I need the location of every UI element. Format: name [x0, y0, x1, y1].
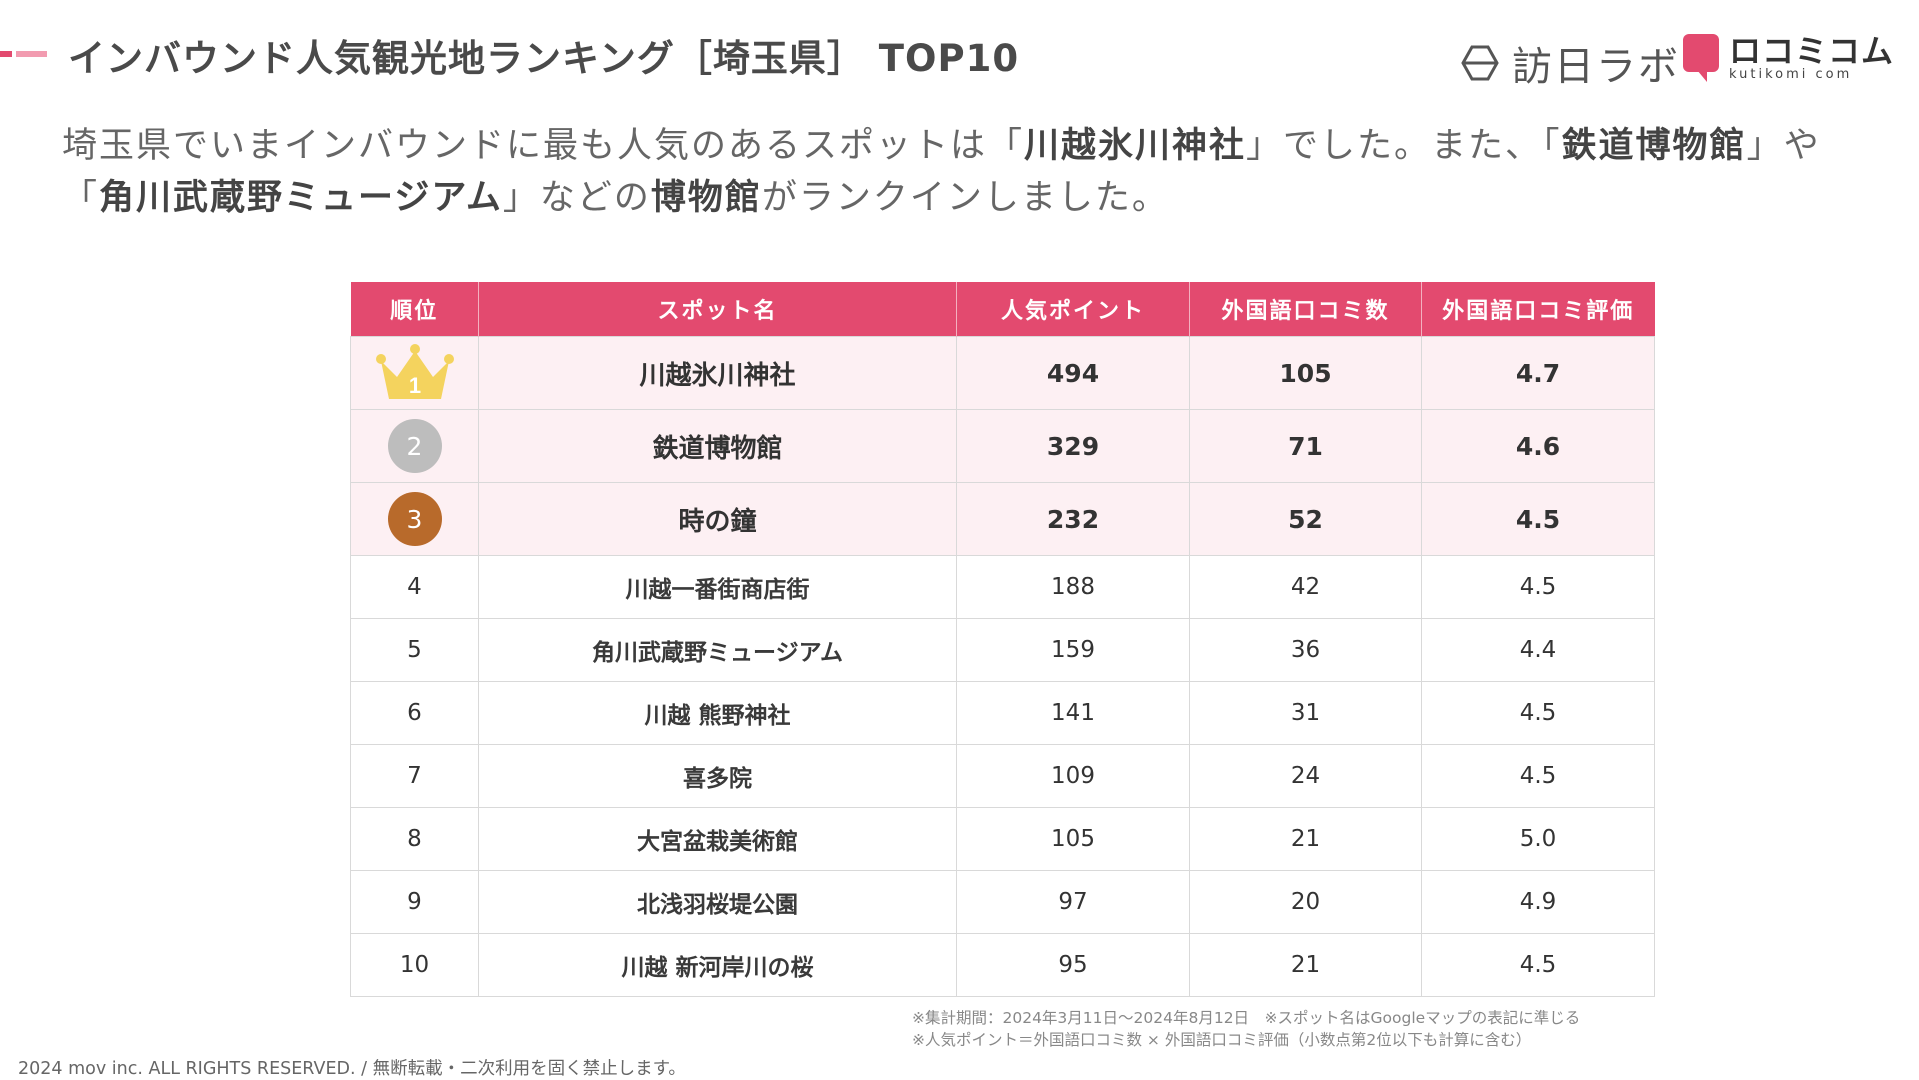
table-row: 6 川越 熊野神社 141 31 4.5 [350, 681, 1655, 745]
table-row: 5 角川武蔵野ミュージアム 159 36 4.4 [350, 618, 1655, 682]
table-row: 8 大宮盆栽美術館 105 21 5.0 [350, 807, 1655, 871]
rating-cell: 4.5 [1421, 482, 1655, 556]
spot-name-cell: 川越氷川神社 [478, 336, 957, 410]
reviews-cell: 21 [1189, 933, 1422, 997]
reviews-cell: 42 [1189, 555, 1422, 619]
table-row: 1 川越氷川神社 494 105 4.7 [350, 336, 1655, 410]
summary-segment: がランクインしました。 [761, 178, 1169, 218]
summary-highlight: 角川武蔵野ミュージアム [99, 178, 503, 218]
column-header: 順位 [350, 282, 479, 337]
accent-segment [0, 51, 12, 57]
spot-name-cell: 鉄道博物館 [478, 409, 957, 483]
rating-cell: 4.6 [1421, 409, 1655, 483]
rating-cell: 4.5 [1421, 681, 1655, 745]
spot-name-cell: 川越 新河岸川の桜 [478, 933, 957, 997]
points-cell: 97 [956, 870, 1190, 934]
summary-segment: 埼玉県でいまインバウンドに最も人気のあるスポットは「 [62, 126, 1025, 166]
spot-name-cell: 北浅羽桜堤公園 [478, 870, 957, 934]
reviews-cell: 31 [1189, 681, 1422, 745]
bronze-medal-badge: 3 [387, 492, 442, 546]
footnotes: ※集計期間：2024年3月11日〜2024年8月12日 ※スポット名はGoogl… [912, 1007, 1580, 1051]
points-cell: 494 [956, 336, 1190, 410]
rating-cell: 4.5 [1421, 933, 1655, 997]
column-header: スポット名 [478, 282, 957, 337]
rank-cell: 5 [350, 618, 479, 682]
rank-cell: 10 [350, 933, 479, 997]
footnote-line: ※人気ポイント＝外国語口コミ数 × 外国語口コミ評価（小数点第2位以下も計算に含… [912, 1031, 1532, 1049]
summary-segment: 」や「 [62, 126, 1821, 218]
accent-segment [16, 51, 47, 57]
rank-cell: 4 [350, 555, 479, 619]
rating-cell: 4.7 [1421, 336, 1655, 410]
reviews-cell: 24 [1189, 744, 1422, 808]
rating-cell: 4.5 [1421, 555, 1655, 619]
speech-bubble-icon [1683, 34, 1719, 82]
points-cell: 105 [956, 807, 1190, 871]
spot-name-cell: 角川武蔵野ミュージアム [478, 618, 957, 682]
points-cell: 232 [956, 482, 1190, 556]
table-row: 7 喜多院 109 24 4.5 [350, 744, 1655, 808]
points-cell: 95 [956, 933, 1190, 997]
ranking-table: 順位 スポット名 人気ポイント 外国語口コミ数 外国語口コミ評価 1 [350, 282, 1655, 997]
rank-cell: 1 [350, 336, 479, 410]
houjin-lab-logo-text: 訪日ラボ [1512, 44, 1680, 90]
rank-cell: 3 [350, 482, 479, 556]
table-header-row: 順位 スポット名 人気ポイント 外国語口コミ数 外国語口コミ評価 [350, 282, 1655, 337]
rank-cell: 9 [350, 870, 479, 934]
spot-name-cell: 大宮盆栽美術館 [478, 807, 957, 871]
table-row: 3 時の鐘 232 52 4.5 [350, 482, 1655, 556]
kuchikomi-logo-subtext: kutikomi com [1729, 67, 1853, 82]
points-cell: 188 [956, 555, 1190, 619]
kuchikomi-logo-text: ロコミコム [1729, 32, 1895, 70]
reviews-cell: 52 [1189, 482, 1422, 556]
spot-name-cell: 喜多院 [478, 744, 957, 808]
table-row: 10 川越 新河岸川の桜 95 21 4.5 [350, 933, 1655, 997]
points-cell: 141 [956, 681, 1190, 745]
rating-cell: 4.9 [1421, 870, 1655, 934]
gold-crown-icon: 1 [375, 344, 454, 399]
reviews-cell: 36 [1189, 618, 1422, 682]
table-row: 4 川越一番街商店街 188 42 4.5 [350, 555, 1655, 619]
houjin-lab-logo: 訪日ラボ [1460, 34, 1680, 92]
reviews-cell: 21 [1189, 807, 1422, 871]
summary-segment: 」でした。また、「 [1246, 126, 1562, 166]
table-row: 9 北浅羽桜堤公園 97 20 4.9 [350, 870, 1655, 934]
hexagon-logo-icon [1461, 45, 1499, 81]
table-row: 2 鉄道博物館 329 71 4.6 [350, 409, 1655, 483]
rank-number: 1 [408, 373, 420, 398]
spot-name-cell: 川越 熊野神社 [478, 681, 957, 745]
rank-cell: 2 [350, 409, 479, 483]
summary-highlight: 博物館 [650, 178, 762, 218]
spot-name-cell: 川越一番街商店街 [478, 555, 957, 619]
rating-cell: 4.4 [1421, 618, 1655, 682]
silver-medal-badge: 2 [387, 419, 442, 473]
footnote-line: ※集計期間：2024年3月11日〜2024年8月12日 ※スポット名はGoogl… [912, 1009, 1581, 1027]
rank-cell: 8 [350, 807, 479, 871]
points-cell: 159 [956, 618, 1190, 682]
summary-text: 埼玉県でいまインバウンドに最も人気のあるスポットは「川越氷川神社」でした。また、… [62, 120, 1882, 224]
column-header: 外国語口コミ評価 [1421, 282, 1655, 337]
spot-name-cell: 時の鐘 [478, 482, 957, 556]
rank-cell: 7 [350, 744, 479, 808]
rank-cell: 6 [350, 681, 479, 745]
reviews-cell: 105 [1189, 336, 1422, 410]
page-title: インバウンド人気観光地ランキング［埼玉県］ TOP10 [68, 37, 1020, 80]
copyright-notice: 2024 mov inc. ALL RIGHTS RESERVED. / 無断転… [18, 1059, 686, 1079]
column-header: 外国語口コミ数 [1189, 282, 1422, 337]
summary-segment: 」などの [502, 178, 651, 218]
reviews-cell: 20 [1189, 870, 1422, 934]
rating-cell: 4.5 [1421, 744, 1655, 808]
title-accent-bar [0, 51, 47, 57]
column-header: 人気ポイント [956, 282, 1190, 337]
points-cell: 109 [956, 744, 1190, 808]
reviews-cell: 71 [1189, 409, 1422, 483]
kuchikomi-com-logo: ロコミコム kutikomi com [1683, 34, 1894, 82]
points-cell: 329 [956, 409, 1190, 483]
rating-cell: 5.0 [1421, 807, 1655, 871]
summary-highlight: 川越氷川神社 [1024, 126, 1247, 166]
summary-highlight: 鉄道博物館 [1561, 126, 1747, 166]
